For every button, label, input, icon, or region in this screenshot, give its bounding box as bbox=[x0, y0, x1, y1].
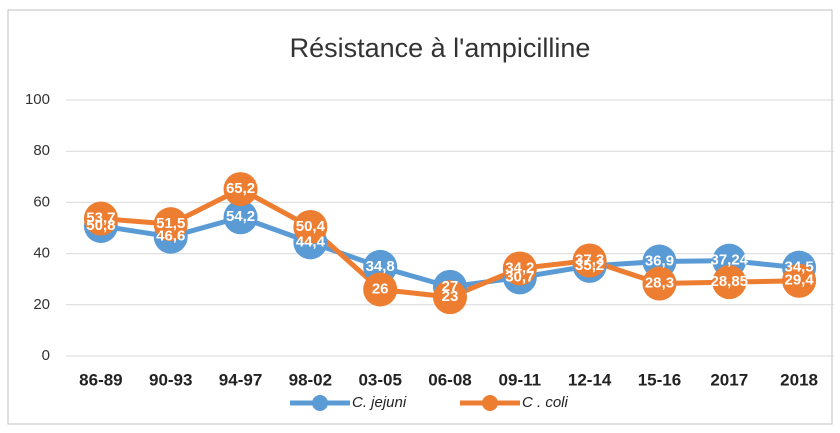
data-label: 29,4 bbox=[784, 272, 814, 289]
data-label: 34,2 bbox=[505, 259, 534, 276]
data-label: 44,4 bbox=[296, 233, 326, 250]
data-label: 30,7 bbox=[505, 268, 534, 285]
data-label: 54,2 bbox=[226, 208, 255, 225]
y-tick-label: 100 bbox=[25, 91, 50, 108]
marker bbox=[712, 265, 747, 300]
marker bbox=[363, 272, 398, 307]
data-label: 23 bbox=[442, 288, 459, 305]
x-tick-label: 15-16 bbox=[638, 370, 681, 389]
x-tick-label: 90-93 bbox=[149, 370, 192, 389]
marker bbox=[83, 201, 118, 236]
y-tick-label: 60 bbox=[33, 193, 50, 210]
y-tick-label: 20 bbox=[33, 296, 50, 313]
marker bbox=[642, 266, 677, 301]
data-label: 26 bbox=[372, 280, 389, 297]
x-tick-label: 03-05 bbox=[358, 370, 401, 389]
data-label: 27 bbox=[442, 278, 459, 295]
marker bbox=[223, 172, 258, 207]
legend-label: C. jejuni bbox=[352, 394, 407, 411]
legend-label: C . coli bbox=[522, 394, 569, 411]
data-label: 36,9 bbox=[645, 253, 674, 270]
y-tick-label: 80 bbox=[33, 142, 50, 159]
data-label: 50,8 bbox=[86, 217, 115, 234]
data-label: 28,85 bbox=[710, 273, 748, 290]
data-label: 50,4 bbox=[296, 218, 326, 235]
data-label: 53,7 bbox=[86, 209, 115, 226]
marker bbox=[433, 280, 467, 315]
marker bbox=[223, 200, 258, 235]
legend-marker bbox=[312, 395, 328, 411]
y-tick-label: 0 bbox=[42, 347, 50, 364]
data-label: 37,3 bbox=[575, 251, 604, 268]
marker bbox=[153, 207, 188, 242]
data-label: 65,2 bbox=[226, 180, 255, 197]
legend-marker bbox=[482, 395, 498, 411]
chart-border bbox=[7, 9, 833, 425]
data-label: 34,5 bbox=[784, 259, 813, 276]
marker bbox=[782, 263, 817, 298]
marker bbox=[293, 209, 328, 244]
marker bbox=[572, 243, 607, 278]
x-tick-label: 2018 bbox=[780, 370, 818, 389]
x-tick-label: 12-14 bbox=[568, 370, 612, 389]
chart-title: Résistance à l'ampicilline bbox=[290, 33, 591, 63]
x-tick-label: 98-02 bbox=[289, 370, 332, 389]
x-tick-label: 06-08 bbox=[428, 370, 471, 389]
data-label: 37,24 bbox=[710, 252, 748, 269]
data-label: 51,5 bbox=[156, 215, 185, 232]
marker bbox=[502, 251, 537, 286]
x-tick-label: 09-11 bbox=[499, 370, 542, 389]
x-tick-label: 86-89 bbox=[79, 370, 122, 389]
y-tick-label: 40 bbox=[33, 245, 50, 262]
x-tick-label: 94-97 bbox=[219, 370, 262, 389]
x-tick-label: 2017 bbox=[710, 370, 748, 389]
data-label: 46,6 bbox=[156, 228, 185, 245]
data-label: 34,8 bbox=[366, 258, 395, 275]
data-label: 35,2 bbox=[575, 257, 604, 274]
data-label: 28,3 bbox=[645, 275, 674, 292]
